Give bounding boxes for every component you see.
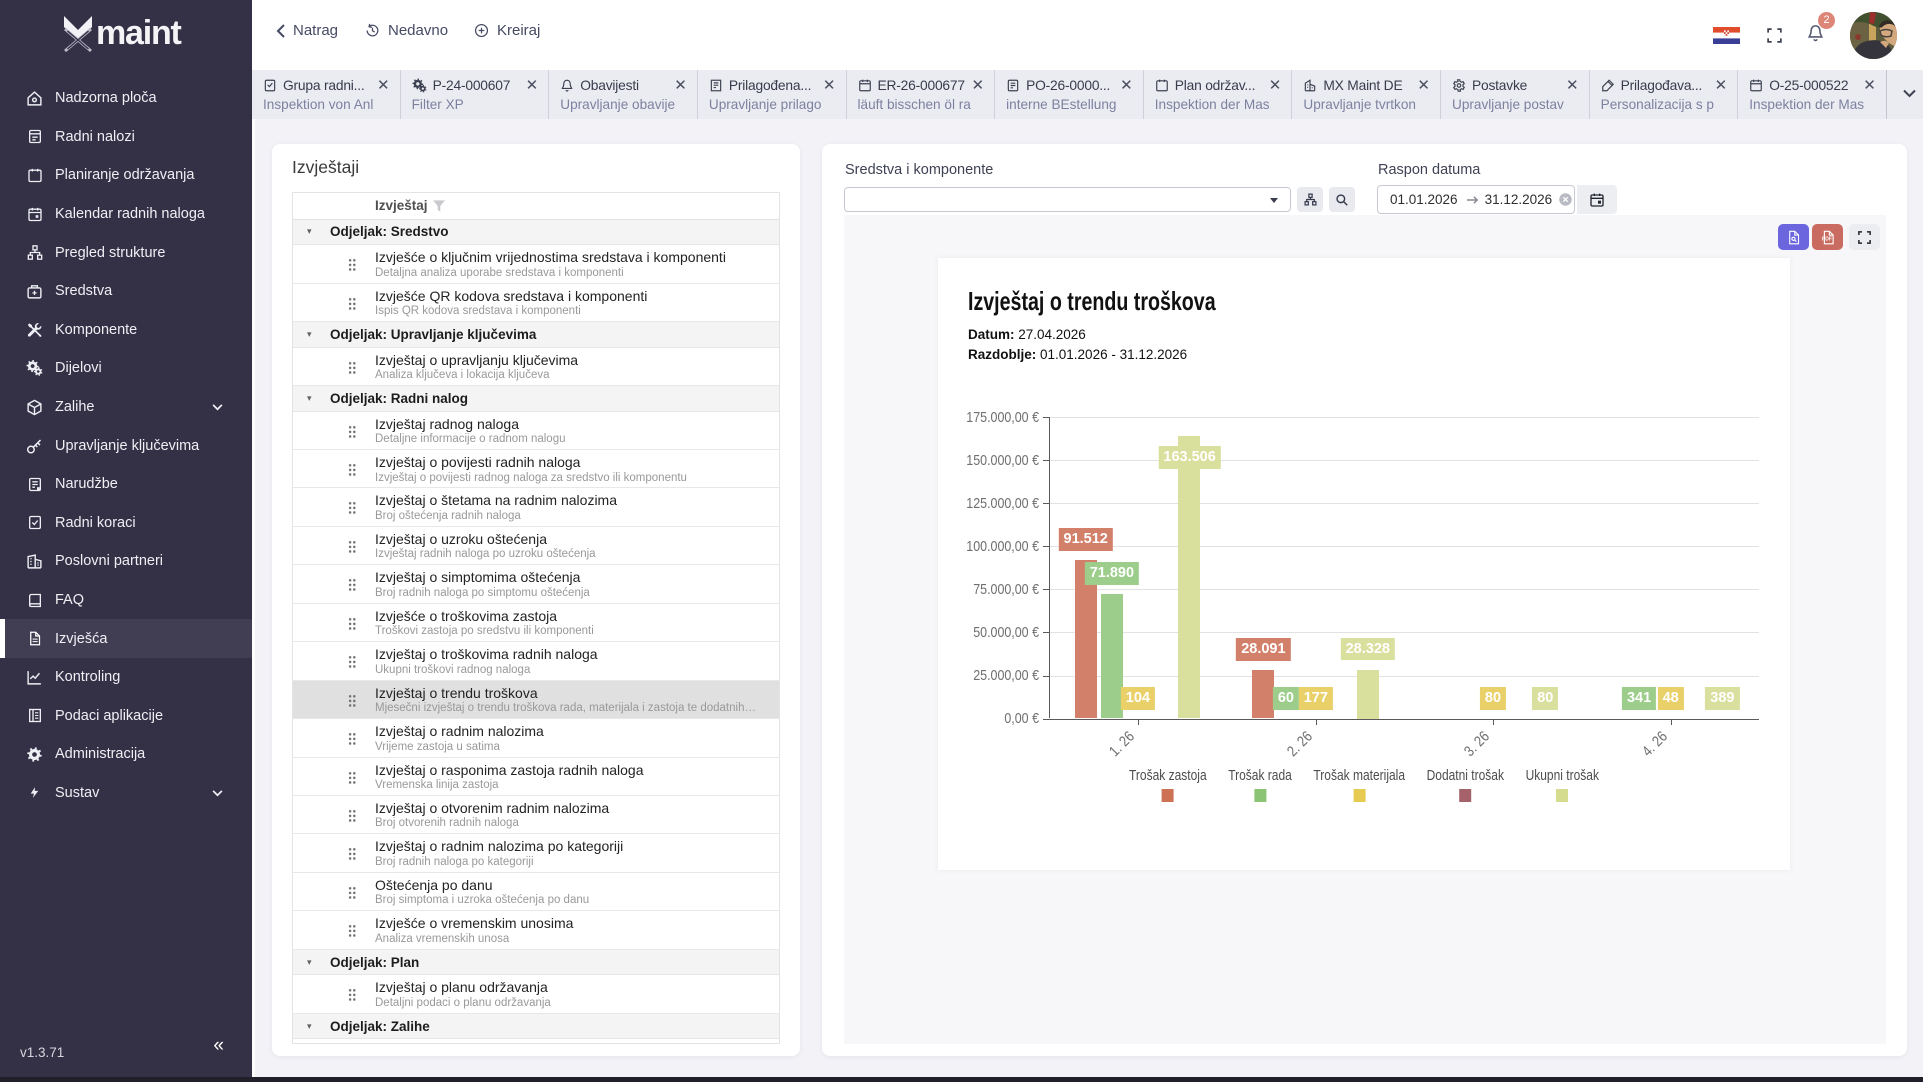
svg-text:PDF: PDF [1821, 236, 1831, 242]
